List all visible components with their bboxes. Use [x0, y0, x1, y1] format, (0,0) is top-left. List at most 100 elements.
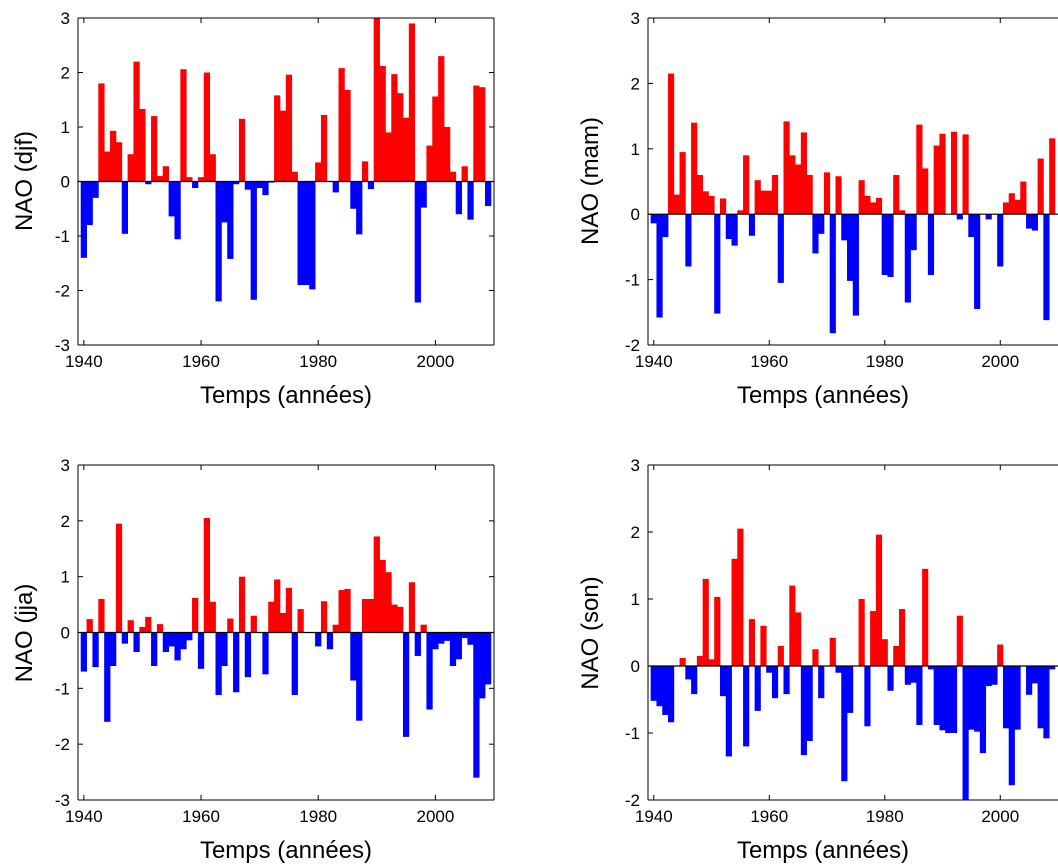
bar-djf-1992	[385, 132, 392, 182]
bar-son-2000	[997, 644, 1004, 666]
y-tick-label: -1	[625, 724, 640, 743]
bar-jja-1942	[92, 632, 99, 668]
bar-djf-1973	[274, 95, 281, 182]
bar-jja-1966	[233, 632, 240, 693]
y-tick-label: 2	[61, 512, 70, 531]
bar-mam-1976	[858, 180, 865, 215]
bar-son-1986	[916, 666, 923, 725]
bar-djf-1944	[104, 151, 111, 182]
bar-son-2005	[1026, 666, 1033, 695]
bar-jja-1976	[291, 632, 298, 696]
bar-mam-2009	[1049, 138, 1056, 215]
bar-djf-1952	[151, 116, 158, 182]
bar-son-1969	[818, 666, 825, 699]
bar-son-1954	[731, 558, 738, 666]
bar-djf-2003	[449, 171, 457, 182]
x-tick-label: 2000	[981, 807, 1019, 826]
bar-djf-1977	[297, 181, 304, 286]
bar-mam-1942	[662, 214, 669, 238]
bar-djf-1940	[80, 181, 87, 258]
bar-jja-2006	[467, 632, 474, 645]
x-tick-label: 2000	[416, 807, 454, 826]
bar-jja-1965	[227, 618, 234, 633]
bar-djf-2006	[467, 181, 474, 220]
bar-jja-1963	[215, 632, 222, 696]
bar-djf-1958	[186, 177, 193, 182]
bar-jja-1993	[391, 604, 398, 633]
bar-mam-1986	[916, 124, 923, 215]
bar-mam-1975	[852, 214, 859, 316]
bar-son-1953	[725, 666, 732, 757]
bar-djf-1965	[227, 181, 234, 259]
bar-djf-1998	[420, 181, 427, 208]
bar-son-1943	[668, 666, 675, 723]
bar-mam-1992	[950, 131, 958, 215]
bar-mam-1946	[685, 214, 692, 267]
bar-djf-1989	[367, 181, 375, 190]
y-tick-label: 2	[61, 64, 70, 83]
bar-jja-1941	[86, 619, 93, 633]
bar-djf-1986	[350, 181, 357, 209]
y-tick-label: 3	[61, 456, 70, 475]
bar-djf-1997	[414, 181, 421, 303]
bar-jja-1996	[408, 582, 416, 633]
x-tick-label: 1960	[750, 807, 788, 826]
bar-djf-1968	[244, 181, 252, 190]
chart-mam: -2 -1 0 1 2 3 1940 1960 1980 2000 Temps (années) NA…	[577, 9, 1058, 409]
bar-djf-1975	[285, 74, 293, 182]
y-tick-label: 0	[61, 624, 70, 643]
bar-son-1973	[841, 666, 848, 782]
bar-jja-1999	[426, 632, 433, 710]
y-tick-label: 0	[61, 173, 70, 192]
bar-jja-2003	[449, 632, 457, 666]
bar-mam-1958	[754, 180, 761, 215]
y-tick-label: -2	[55, 282, 70, 301]
bar-mam-1952	[719, 198, 727, 215]
bar-djf-2008	[479, 87, 486, 182]
bar-djf-1984	[338, 68, 345, 182]
bar-son-1967	[806, 666, 813, 742]
bar-djf-2007	[473, 85, 480, 182]
bar-mam-1985	[910, 214, 917, 251]
bar-djf-1987	[356, 181, 363, 235]
bar-son-1971	[829, 637, 836, 666]
bar-mam-1959	[760, 190, 767, 215]
bar-jja-2004	[455, 632, 462, 660]
y-tick-label: -1	[55, 227, 70, 246]
bar-jja-2000	[432, 632, 439, 650]
bar-son-1950	[708, 659, 715, 666]
bar-jja-1983	[332, 624, 339, 633]
bar-jja-1994	[397, 606, 404, 633]
bar-djf-1941	[86, 181, 93, 226]
bar-jja-1986	[350, 632, 357, 681]
bar-mam-1964	[789, 155, 796, 215]
bar-jja-1997	[414, 632, 421, 656]
bar-son-1968	[812, 649, 819, 666]
bar-mam-1956	[743, 155, 750, 215]
bar-jja-1961	[203, 518, 211, 633]
bar-jja-1953	[156, 624, 164, 633]
bar-djf-1974	[279, 110, 287, 182]
x-tick-label: 1980	[299, 807, 337, 826]
bar-djf-1978	[303, 181, 310, 286]
bar-djf-1955	[168, 181, 175, 217]
bar-mam-1967	[806, 174, 813, 215]
bar-jja-1943	[98, 599, 105, 633]
bar-djf-1988	[361, 161, 369, 182]
bar-mam-1943	[668, 73, 675, 215]
bar-son-1959	[760, 625, 767, 666]
x-tick-label: 1960	[182, 807, 220, 826]
bar-son-1983	[899, 609, 906, 666]
bar-mam-1984	[904, 214, 911, 303]
bar-son-2009	[1049, 666, 1056, 670]
bar-mam-1947	[691, 122, 698, 215]
bar-son-1966	[800, 666, 807, 756]
bar-jja-1989	[367, 599, 375, 633]
bar-son-1980	[881, 639, 888, 666]
y-tick-label: 2	[631, 523, 640, 542]
bar-mam-2007	[1037, 158, 1044, 215]
y-tick-label: 1	[61, 118, 70, 137]
bar-mam-1957	[748, 214, 756, 236]
y-tick-label: -3	[55, 336, 70, 355]
bar-son-1981	[887, 666, 894, 691]
